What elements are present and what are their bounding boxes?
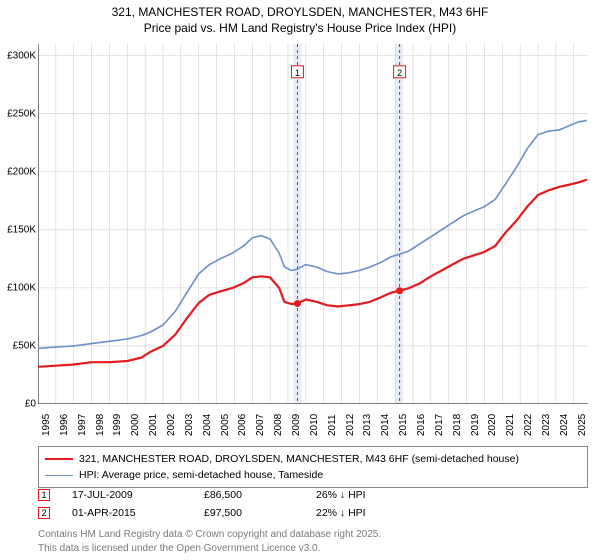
y-tick-label: £0 xyxy=(25,399,36,410)
svg-text:2: 2 xyxy=(397,68,402,78)
y-tick-label: £300K xyxy=(7,50,36,61)
x-tick-label: 2021 xyxy=(505,414,516,436)
x-tick-label: 2010 xyxy=(309,414,320,436)
x-tick-label: 2023 xyxy=(541,414,552,436)
title-line-2: Price paid vs. HM Land Registry's House … xyxy=(0,20,600,36)
x-tick-label: 2016 xyxy=(416,414,427,436)
note-delta: 26% ↓ HPI xyxy=(316,489,366,501)
legend-swatch xyxy=(45,458,73,460)
note-marker: 1 xyxy=(38,489,50,501)
x-tick-label: 1999 xyxy=(112,414,123,436)
x-tick-label: 2011 xyxy=(327,414,338,436)
x-tick-label: 2004 xyxy=(202,414,213,436)
legend-label: HPI: Average price, semi-detached house,… xyxy=(79,469,323,481)
x-tick-label: 2017 xyxy=(434,414,445,436)
x-tick-label: 1998 xyxy=(95,414,106,436)
x-tick-label: 2008 xyxy=(273,414,284,436)
y-axis: £0£50K£100K£150K£200K£250K£300K xyxy=(0,44,38,404)
sale-notes: 1 17-JUL-2009 £86,500 26% ↓ HPI 2 01-APR-2015… xyxy=(38,486,588,522)
x-tick-label: 2000 xyxy=(130,414,141,436)
svg-text:1: 1 xyxy=(295,68,300,78)
note-date: 17-JUL-2009 xyxy=(72,489,182,501)
x-tick-label: 2019 xyxy=(470,414,481,436)
x-tick-label: 2015 xyxy=(398,414,409,436)
x-tick-label: 2025 xyxy=(577,414,588,436)
y-tick-label: £250K xyxy=(7,108,36,119)
y-tick-label: £100K xyxy=(7,282,36,293)
note-marker: 2 xyxy=(38,507,50,519)
x-tick-label: 2012 xyxy=(345,414,356,436)
y-tick-label: £200K xyxy=(7,166,36,177)
note-delta: 22% ↓ HPI xyxy=(316,507,366,519)
note-row: 2 01-APR-2015 £97,500 22% ↓ HPI xyxy=(38,504,588,522)
x-tick-label: 2024 xyxy=(559,414,570,436)
x-tick-label: 1995 xyxy=(41,414,52,436)
x-tick-label: 1996 xyxy=(59,414,70,436)
legend-item: 321, MANCHESTER ROAD, DROYLSDEN, MANCHES… xyxy=(45,451,581,467)
x-tick-label: 2005 xyxy=(220,414,231,436)
x-tick-label: 2001 xyxy=(148,414,159,436)
x-tick-label: 2018 xyxy=(452,414,463,436)
x-tick-label: 2002 xyxy=(166,414,177,436)
x-tick-label: 2006 xyxy=(237,414,248,436)
note-price: £97,500 xyxy=(204,507,294,519)
x-tick-label: 2013 xyxy=(362,414,373,436)
x-tick-label: 2003 xyxy=(184,414,195,436)
note-row: 1 17-JUL-2009 £86,500 26% ↓ HPI xyxy=(38,486,588,504)
footer-line-2: This data is licensed under the Open Gov… xyxy=(38,542,588,556)
chart-svg: 12 xyxy=(38,44,588,404)
x-tick-label: 2007 xyxy=(255,414,266,436)
plot-area: 12 xyxy=(38,44,588,404)
legend: 321, MANCHESTER ROAD, DROYLSDEN, MANCHES… xyxy=(38,446,588,488)
title-line-1: 321, MANCHESTER ROAD, DROYLSDEN, MANCHES… xyxy=(0,4,600,20)
legend-item: HPI: Average price, semi-detached house,… xyxy=(45,467,581,483)
legend-swatch xyxy=(45,475,73,476)
note-price: £86,500 xyxy=(204,489,294,501)
x-tick-label: 2020 xyxy=(487,414,498,436)
note-date: 01-APR-2015 xyxy=(72,507,182,519)
x-tick-label: 2022 xyxy=(523,414,534,436)
footer-attribution: Contains HM Land Registry data © Crown c… xyxy=(38,528,588,555)
x-tick-label: 2014 xyxy=(380,414,391,436)
y-tick-label: £50K xyxy=(13,340,36,351)
y-tick-label: £150K xyxy=(7,224,36,235)
chart-title: 321, MANCHESTER ROAD, DROYLSDEN, MANCHES… xyxy=(0,0,600,36)
x-axis: 1995 1996 1997 1998 1999 2000 2001 2002 2003 2004… xyxy=(38,404,588,448)
x-tick-label: 1997 xyxy=(77,414,88,436)
legend-label: 321, MANCHESTER ROAD, DROYLSDEN, MANCHES… xyxy=(79,453,519,465)
x-tick-label: 2009 xyxy=(291,414,302,436)
footer-line-1: Contains HM Land Registry data © Crown c… xyxy=(38,528,588,542)
chart-container: 321, MANCHESTER ROAD, DROYLSDEN, MANCHES… xyxy=(0,0,600,560)
